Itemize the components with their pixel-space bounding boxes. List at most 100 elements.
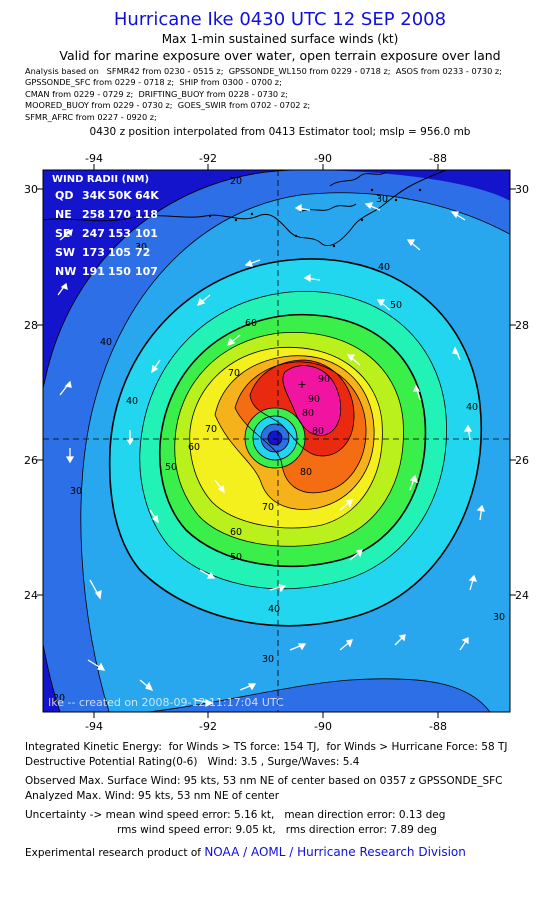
ike-line: Integrated Kinetic Energy: for Winds > T…	[25, 741, 508, 753]
dpr-line: Destructive Potential Rating(0-6) Wind: …	[25, 756, 360, 768]
wind-arrow	[65, 448, 75, 464]
wind-arrow	[409, 474, 419, 491]
map-subtitle: Max 1-min sustained surface winds (kt)	[161, 32, 399, 46]
contour-lines	[43, 170, 510, 712]
contour-label: 40	[268, 604, 280, 615]
position-note: 0430 z position interpolated from 0413 E…	[89, 126, 471, 138]
wind-arrow	[269, 584, 287, 593]
wind-arrow	[239, 683, 257, 691]
wind-arrow	[59, 228, 73, 241]
product-prefix: Experimental research product of	[25, 847, 205, 859]
lon-tick-top: -94	[85, 152, 103, 165]
contour-label: 60	[245, 318, 257, 329]
radii-50kt: 170	[108, 208, 131, 221]
wind-arrow	[294, 203, 311, 213]
product-credit: Experimental research product of NOAA / …	[25, 845, 466, 859]
wind-arrow	[199, 569, 216, 579]
lon-tick-top: -92	[199, 152, 217, 165]
wind-arrow	[476, 504, 486, 521]
contour-label: 30	[262, 654, 274, 665]
contour-label: 20	[53, 693, 65, 704]
wind-arrow	[394, 634, 406, 646]
credit-text: Ike -- created on 2008-09-12 11:17:04 UT…	[48, 696, 284, 709]
wind-arrow	[303, 273, 321, 283]
contour-label: 80	[300, 467, 312, 478]
contour-label: 40	[378, 262, 390, 273]
contour-label: 70	[262, 502, 274, 513]
contour-label: 30	[376, 194, 388, 205]
radii-34kt: 247	[82, 227, 105, 240]
wind-radii-heading: WIND RADII (NM)	[52, 174, 149, 185]
radii-64kt: 118	[135, 208, 158, 221]
wind-arrow	[59, 380, 72, 396]
valid-line: Valid for marine exposure over water, op…	[59, 48, 501, 63]
wind-arrow	[452, 346, 461, 361]
uncertainty-line-rms: rms wind speed error: 9.05 kt, rms direc…	[117, 824, 437, 836]
contour-label: 80	[312, 426, 324, 437]
wind-arrow	[214, 479, 225, 494]
wind-arrow	[406, 239, 421, 251]
wind-arrow	[139, 679, 154, 692]
wind-field: 20 30 40 50 60 70 80 90 40 30 30 40 50 6…	[43, 170, 510, 712]
lat-tick-right: 30	[515, 183, 529, 196]
contour-label: 50	[390, 300, 402, 311]
analysis-line: MOORED_BUOY from 0229 - 0730 z; GOES_SWI…	[25, 100, 311, 111]
wind-arrow	[226, 334, 241, 347]
wind-arrow	[450, 211, 466, 221]
analysis-sources: Analysis based on SFMR42 from 0230 - 051…	[25, 66, 502, 123]
wind-arrow	[346, 354, 361, 366]
radii-64kt: 72	[135, 246, 150, 259]
contour-label: 40	[100, 337, 112, 348]
lon-tick-bottom: -92	[199, 720, 217, 730]
contour-label: 70	[228, 368, 240, 379]
wind-map: 20 30 40 50 60 70 80 90 40 30 30 40 50 6…	[24, 152, 529, 730]
radii-quadrant: QD	[55, 189, 73, 202]
wind-arrow	[349, 549, 363, 561]
wind-arrow	[125, 430, 135, 446]
radii-50kt: 153	[108, 227, 131, 240]
radii-50kt: 50K	[108, 189, 132, 202]
axis-labels: -94 -92 -90 -88 -94 -92 -90 -88 30 28 26…	[24, 152, 529, 730]
lon-tick-bottom: -88	[429, 720, 447, 730]
analysis-line: Analysis based on SFMR42 from 0230 - 051…	[25, 66, 502, 76]
analysis-line: GPSSONDE_SFC from 0229 - 0718 z; SHIP fr…	[25, 77, 282, 88]
lat-tick-right: 26	[515, 454, 529, 467]
wind-radii-table: WIND RADII (NM) QD 34K 50K 64K NE 258 17…	[52, 174, 159, 278]
wind-arrow	[339, 499, 353, 511]
lon-tick-bottom: -94	[85, 720, 103, 730]
lat-tick-left: 30	[24, 183, 38, 196]
contour-label: 70	[205, 424, 217, 435]
contour-labels: 20 30 40 50 60 70 80 90 40 30 30 40 50 6…	[53, 176, 505, 704]
wind-arrow	[149, 509, 159, 524]
wind-arrow	[376, 299, 391, 311]
wind-arrow	[57, 282, 68, 296]
contour-label: 30	[135, 242, 147, 253]
radii-50kt: 150	[108, 265, 131, 278]
radii-50kt: 105	[108, 246, 131, 259]
radii-quadrant: SE	[55, 227, 70, 240]
wind-arrow	[468, 574, 478, 591]
contour-label: 90	[318, 374, 330, 385]
radii-quadrant: SW	[55, 246, 75, 259]
radii-quadrant: NE	[55, 208, 72, 221]
wind-arrow	[151, 359, 161, 374]
wind-band-130	[282, 365, 341, 436]
map-frame	[42, 169, 511, 713]
contour-label: 30	[70, 486, 82, 497]
analysis-line: CMAN from 0229 - 0729 z; DRIFTING_BUOY f…	[25, 88, 288, 99]
contour-label: 40	[126, 396, 138, 407]
lat-tick-right: 28	[515, 319, 529, 332]
radii-34kt: 258	[82, 208, 105, 221]
contour-label: 20	[230, 176, 242, 187]
contour-label: 60	[230, 527, 242, 538]
eye	[268, 431, 282, 445]
contour-label: 80	[302, 408, 314, 419]
wind-arrow	[289, 643, 307, 651]
lon-tick-top: -88	[429, 152, 447, 165]
lon-tick-bottom: -90	[314, 720, 332, 730]
wind-arrow	[89, 579, 102, 600]
hrd-link[interactable]: NOAA / AOML / Hurricane Research Divisio…	[204, 845, 466, 859]
wind-arrow	[196, 294, 211, 307]
observed-max-line: Observed Max. Surface Wind: 95 kts, 53 n…	[25, 775, 503, 787]
wind-arrow	[463, 424, 473, 441]
